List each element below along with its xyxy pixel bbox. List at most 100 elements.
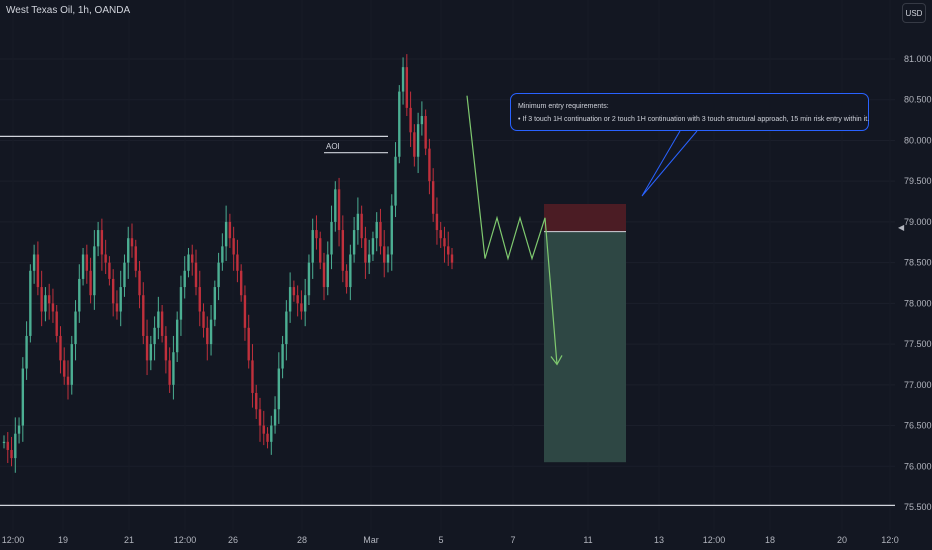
candle-body (315, 230, 318, 239)
candle-body (416, 124, 420, 157)
y-tick-label: 76.500 (904, 421, 932, 431)
candle-body (401, 67, 405, 92)
candle-body (285, 311, 288, 345)
y-tick-label: 77.500 (904, 339, 932, 349)
candle-body (319, 238, 322, 263)
x-tick-label: 19 (58, 535, 68, 545)
candle-body (32, 254, 36, 271)
candle-body (119, 287, 122, 312)
candle-body (213, 287, 217, 320)
candle-body (270, 425, 273, 442)
position-zones (544, 203, 626, 463)
candle-body (51, 303, 55, 312)
note-pointer (641, 130, 698, 197)
x-tick-label: 28 (297, 535, 307, 545)
candle-body (379, 221, 382, 247)
y-tick-label: 79.000 (904, 217, 932, 227)
x-tick-label: 18 (765, 535, 775, 545)
candle-body (187, 254, 190, 271)
candle-body (202, 311, 205, 328)
candle-body (115, 303, 119, 312)
grid-lines (0, 0, 895, 530)
candle-body (431, 181, 435, 214)
candle-body (383, 246, 386, 263)
x-tick-label: 12:00 (703, 535, 726, 545)
candle-body (172, 352, 175, 385)
candle-body (224, 221, 228, 247)
candle-body (127, 238, 130, 263)
candle-body (386, 254, 390, 263)
candle-body (164, 335, 168, 361)
candle-body (228, 221, 232, 239)
candle-body (130, 238, 134, 247)
candle-body (443, 238, 446, 247)
x-tick-label: Mar (363, 535, 379, 545)
candle-body (277, 368, 281, 410)
candle-body (345, 270, 348, 288)
currency-button[interactable]: USD (902, 3, 926, 23)
candle-body (390, 205, 393, 255)
candle-body (2, 441, 6, 444)
candle-body (247, 327, 250, 361)
x-tick-label: 11 (583, 535, 592, 545)
candle-body (168, 360, 171, 385)
candle-body (179, 287, 183, 320)
candle-body (6, 441, 9, 450)
candle-body (349, 254, 352, 288)
note-title: Minimum entry requirements: (518, 103, 609, 110)
y-tick-label: 81.000 (904, 54, 932, 64)
candle-body (439, 230, 442, 239)
candle-body (405, 67, 409, 108)
candle-body (232, 238, 235, 255)
candle-body (413, 132, 416, 157)
candle-body (145, 335, 149, 361)
candle-body (330, 221, 333, 255)
candle-body (375, 221, 378, 239)
candle-body (104, 254, 107, 263)
candle-body (420, 116, 424, 125)
candle-body (300, 303, 303, 312)
candle-body (367, 254, 371, 263)
candle-body (100, 230, 104, 255)
candle-body (364, 238, 367, 263)
candle-body (255, 392, 258, 410)
projection-arrowhead (550, 355, 563, 366)
candle-body (21, 368, 25, 426)
candle-body (74, 311, 77, 345)
price-axis[interactable]: 81.000 80.500 80.000 79.500 79.000 78.500 78.0… (904, 54, 932, 512)
candle-body (191, 254, 194, 263)
x-tick-label: 26 (228, 535, 238, 545)
candle-body (36, 254, 40, 288)
candle-body (40, 287, 43, 312)
projection-zigzag (466, 95, 558, 365)
x-tick-label: 5 (438, 535, 443, 545)
candle-body (142, 295, 145, 336)
candle-body (243, 295, 247, 328)
candle-body (134, 246, 137, 271)
candle-body (262, 425, 265, 434)
candle-body (157, 311, 160, 328)
candle-body (96, 230, 100, 247)
candle-body (25, 335, 28, 369)
x-tick-label: 21 (124, 535, 134, 545)
candle-body (78, 278, 81, 312)
candle-body (183, 270, 186, 288)
candle-body (258, 409, 262, 426)
x-tick-label: 12:00 (174, 535, 197, 545)
candle-body (44, 295, 47, 312)
candle-body (428, 148, 431, 182)
time-axis[interactable]: 12:00 19 21 12:00 26 28 Mar 5 7 11 13 12:00 18 20 12:0 (2, 535, 899, 545)
x-tick-label: 12:0 (881, 535, 899, 545)
candle-body (194, 262, 198, 288)
candle-body (288, 287, 292, 312)
candle-body (70, 344, 73, 385)
stop-loss-zone (544, 203, 626, 232)
entry-requirements-note[interactable]: Minimum entry requirements: • If 3 touch… (510, 93, 869, 131)
x-tick-label: 20 (837, 535, 847, 545)
chevron-left-icon: ◀ (898, 223, 905, 232)
candle-body (409, 107, 412, 133)
candle-body (322, 262, 326, 288)
candle-body (450, 254, 454, 263)
x-tick-label: 12:00 (2, 535, 25, 545)
